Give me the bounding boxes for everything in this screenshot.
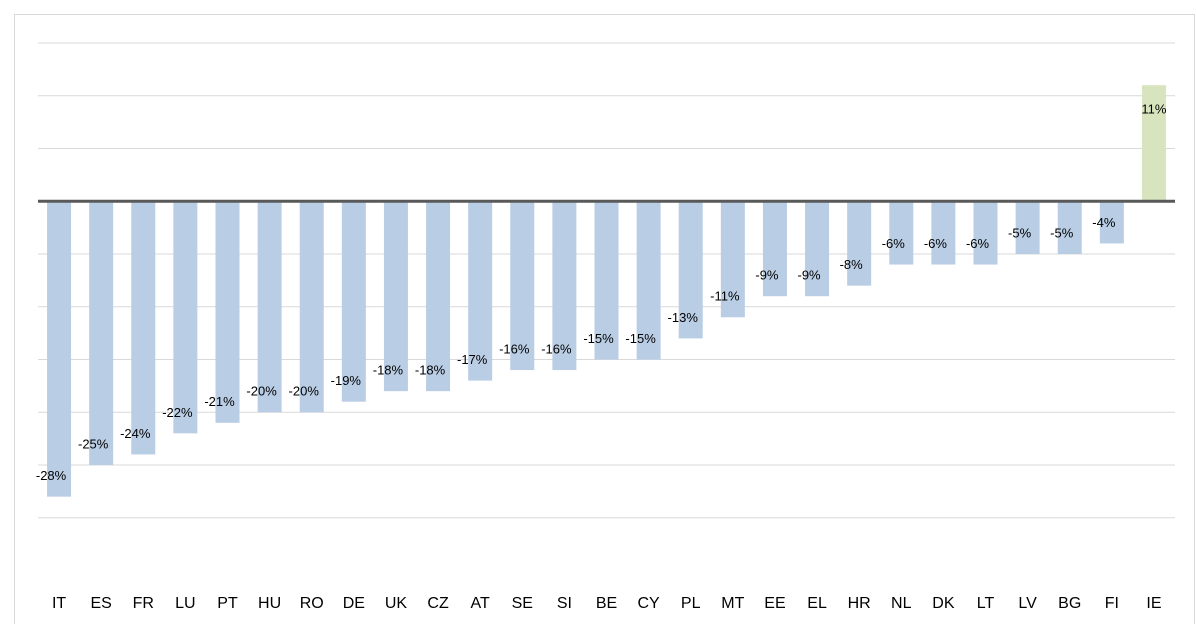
bar	[973, 201, 998, 265]
x-tick-label: ES	[90, 595, 111, 612]
data-label: -5%	[1008, 225, 1032, 240]
x-tick-label: FI	[1105, 595, 1119, 612]
x-tick-label: DE	[343, 595, 365, 612]
bar	[1057, 201, 1082, 254]
x-tick-label: SE	[512, 595, 533, 612]
data-label: -9%	[797, 268, 821, 283]
data-label: -4%	[1092, 215, 1116, 230]
data-label: -28%	[36, 468, 67, 483]
x-tick-label: MT	[721, 595, 744, 612]
x-tick-label: IT	[52, 595, 66, 612]
data-label: -6%	[882, 236, 906, 251]
x-tick-label: RO	[300, 595, 324, 612]
bar	[762, 201, 787, 297]
data-label: -8%	[840, 257, 864, 272]
x-tick-label: SI	[557, 595, 572, 612]
x-tick-label: EL	[807, 595, 827, 612]
data-label: -6%	[966, 236, 990, 251]
x-tick-label: DK	[932, 595, 955, 612]
data-label: -24%	[120, 426, 151, 441]
bar	[678, 201, 703, 339]
x-tick-label: HU	[258, 595, 281, 612]
data-label: -19%	[331, 373, 362, 388]
bar	[805, 201, 830, 297]
bar	[1099, 201, 1124, 244]
data-label: -17%	[457, 352, 488, 367]
bar	[47, 201, 72, 497]
x-tick-label: IE	[1146, 595, 1161, 612]
bar	[889, 201, 914, 265]
data-label: -16%	[541, 341, 572, 356]
bar	[341, 201, 366, 402]
bar	[594, 201, 619, 360]
data-label: -18%	[373, 363, 404, 378]
x-tick-label: CZ	[427, 595, 449, 612]
data-label: -20%	[289, 384, 320, 399]
data-label: -11%	[710, 289, 740, 304]
data-label: -13%	[668, 310, 699, 325]
bar	[257, 201, 282, 413]
x-tick-label: LT	[977, 595, 995, 612]
data-label: -15%	[625, 331, 656, 346]
bar	[173, 201, 198, 434]
x-tick-label: UK	[385, 595, 408, 612]
x-tick-label: AT	[471, 595, 490, 612]
data-label: -18%	[415, 363, 446, 378]
bar	[931, 201, 956, 265]
bar	[1141, 85, 1166, 202]
x-tick-label: HR	[848, 595, 871, 612]
data-label: 11%	[1141, 102, 1166, 117]
x-tick-label: PT	[217, 595, 238, 612]
x-tick-label: LU	[175, 595, 195, 612]
bar	[215, 201, 240, 423]
x-tick-label: FR	[133, 595, 154, 612]
x-tick-label: LV	[1018, 595, 1037, 612]
bar	[131, 201, 156, 455]
bar	[426, 201, 451, 392]
bar	[299, 201, 324, 413]
x-tick-label: BG	[1058, 595, 1081, 612]
bar	[468, 201, 493, 381]
bar	[552, 201, 577, 371]
data-label: -16%	[499, 341, 530, 356]
x-tick-label: BE	[596, 595, 617, 612]
bar	[847, 201, 872, 286]
bar	[1015, 201, 1040, 254]
data-label: -15%	[583, 331, 614, 346]
x-tick-label: PL	[681, 595, 701, 612]
chart-frame	[14, 14, 1195, 624]
x-tick-label: NL	[891, 595, 912, 612]
data-label: -20%	[246, 384, 277, 399]
data-label: -21%	[204, 394, 235, 409]
data-label: -9%	[755, 268, 779, 283]
data-label: -5%	[1050, 225, 1074, 240]
data-label: -22%	[162, 405, 193, 420]
bar	[636, 201, 661, 360]
bar	[720, 201, 745, 318]
bar	[510, 201, 535, 371]
data-label: -25%	[78, 436, 109, 451]
bar	[89, 201, 114, 465]
bar	[383, 201, 408, 392]
data-label: -6%	[924, 236, 948, 251]
x-tick-label: EE	[764, 595, 785, 612]
x-tick-label: CY	[637, 595, 660, 612]
